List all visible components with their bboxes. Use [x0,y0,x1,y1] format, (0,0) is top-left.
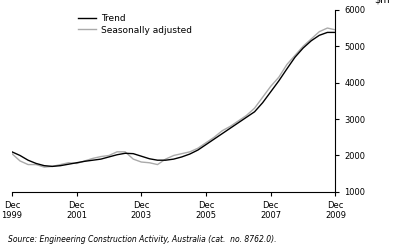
Trend [260,101,265,104]
Trend [115,153,119,156]
Seasonally adjusted [74,162,79,165]
Line: Seasonally adjusted: Seasonally adjusted [12,28,343,167]
Trend [179,155,184,158]
Seasonally adjusted [220,129,225,132]
Seasonally adjusted [204,141,208,144]
Trend [333,31,338,34]
Trend [74,161,79,164]
Trend [50,165,55,168]
Trend [58,164,63,167]
Trend [187,153,192,155]
Seasonally adjusted [244,114,249,117]
Trend [276,79,281,82]
Seasonally adjusted [260,96,265,99]
Trend [131,152,136,155]
Seasonally adjusted [82,159,87,162]
Seasonally adjusted [42,166,47,169]
Trend [285,67,289,70]
Seasonally adjusted [285,63,289,66]
Trend [26,159,31,162]
Seasonally adjusted [10,152,14,155]
Seasonally adjusted [26,163,31,166]
Seasonally adjusted [66,161,71,164]
Trend [42,164,47,167]
Seasonally adjusted [147,161,152,164]
Trend [220,132,225,135]
Seasonally adjusted [123,150,127,153]
Seasonally adjusted [163,158,168,161]
Seasonally adjusted [50,165,55,168]
Seasonally adjusted [106,154,111,157]
Trend [236,121,241,124]
Line: Trend: Trend [12,32,343,166]
Trend [163,159,168,162]
Seasonally adjusted [58,163,63,166]
Trend [252,110,257,113]
Seasonally adjusted [317,30,322,33]
Trend [66,163,71,166]
Seasonally adjusted [228,125,233,128]
Seasonally adjusted [309,37,314,40]
Trend [10,150,14,153]
Seasonally adjusted [172,154,176,157]
Trend [317,34,322,37]
Trend [268,90,273,93]
Seasonally adjusted [341,37,346,40]
Trend [123,152,127,155]
Seasonally adjusted [131,158,136,161]
Seasonally adjusted [276,76,281,79]
Seasonally adjusted [325,27,330,30]
Seasonally adjusted [115,150,119,153]
Trend [34,162,39,165]
Trend [147,157,152,160]
Trend [244,116,249,119]
Trend [17,154,22,157]
Trend [91,159,95,162]
Text: $m: $m [374,0,390,4]
Trend [309,39,314,42]
Trend [98,158,103,161]
Seasonally adjusted [196,147,200,150]
Trend [196,149,200,152]
Trend [341,34,346,37]
Seasonally adjusted [155,163,160,166]
Trend [325,31,330,34]
Trend [228,127,233,130]
Trend [82,160,87,163]
Seasonally adjusted [139,161,144,164]
Trend [172,158,176,161]
Trend [293,56,297,59]
Seasonally adjusted [301,45,306,48]
Trend [212,138,216,140]
Seasonally adjusted [34,163,39,166]
Text: Source: Engineering Construction Activity, Australia (cat.  no. 8762.0).: Source: Engineering Construction Activit… [8,234,276,244]
Trend [106,155,111,158]
Seasonally adjusted [293,54,297,57]
Seasonally adjusted [333,28,338,31]
Trend [301,46,306,49]
Trend [155,159,160,162]
Seasonally adjusted [179,152,184,155]
Seasonally adjusted [91,157,95,160]
Legend: Trend, Seasonally adjusted: Trend, Seasonally adjusted [75,11,195,38]
Trend [139,155,144,158]
Seasonally adjusted [236,119,241,122]
Seasonally adjusted [187,150,192,153]
Trend [204,143,208,146]
Seasonally adjusted [17,159,22,162]
Seasonally adjusted [268,85,273,88]
Seasonally adjusted [212,136,216,139]
Seasonally adjusted [98,155,103,158]
Seasonally adjusted [252,107,257,110]
